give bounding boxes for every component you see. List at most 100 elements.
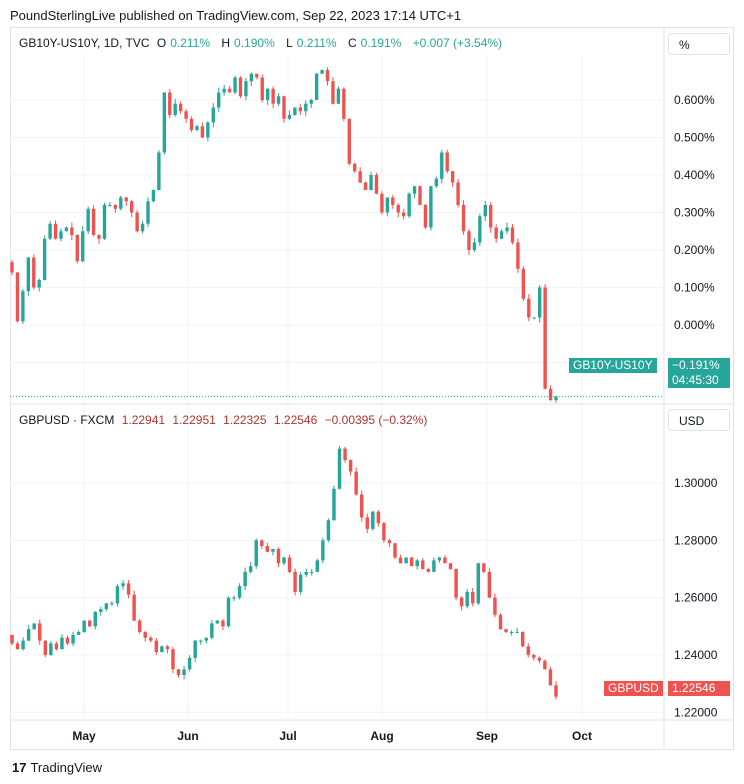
gbpusd-candle-body [404, 557, 408, 564]
spread-candle-body [178, 103, 183, 112]
top-symbol-tag: GB10Y-US10Y [569, 358, 657, 373]
tradingview-footer: 17 TradingView [12, 760, 102, 775]
gbpusd-candle-body [165, 646, 170, 650]
spread-candle-body [543, 287, 547, 389]
gbpusd-candle-body [359, 494, 364, 518]
gbpusd-candle-body [332, 488, 336, 521]
spread-candle-body [287, 115, 292, 119]
spread-candle-body [396, 205, 400, 213]
gbpusd-candle-body [371, 511, 375, 529]
spread-candle-body [456, 182, 460, 205]
close-value: 0.191% [360, 36, 402, 50]
spread-candle-body [478, 216, 482, 243]
x-tick-label: Oct [572, 729, 592, 743]
top-legend-change: +0.007 (+3.54%) [412, 36, 503, 50]
gbpusd-candle-body [498, 614, 503, 630]
gbpusd-candle-body [415, 560, 419, 567]
bottom-legend-high: 1.22951 [172, 413, 216, 427]
spread-candle-body [129, 201, 134, 213]
gbpusd-candle-body [465, 591, 469, 607]
low-label: L [286, 36, 293, 50]
percent-scale-button[interactable]: % [668, 33, 730, 55]
spread-candle-body [59, 231, 63, 239]
spread-candle-body [195, 126, 199, 130]
spread-candle-body [314, 73, 319, 100]
gbpusd-candle-body [304, 571, 308, 575]
top-legend-close: C 0.191% [348, 36, 405, 50]
spread-candle-body [81, 231, 85, 262]
gbpusd-candle-body [226, 597, 231, 627]
gbpusd-candle-body [43, 640, 48, 655]
spread-candle-body [91, 208, 96, 235]
gbpusd-candle-body [176, 669, 181, 676]
spread-candle-body [184, 111, 188, 119]
spread-candle-body [135, 212, 139, 232]
gbpusd-candle-body [487, 571, 492, 598]
top-countdown-tag: 04:45:30 [668, 373, 730, 388]
spread-y-tick-label: 0.000% [674, 318, 715, 332]
gbpusd-candle-body [526, 646, 530, 655]
top-legend-low: L 0.211% [286, 36, 341, 50]
gbpusd-candle-body [387, 540, 392, 544]
gbpusd-candle-body [504, 629, 508, 633]
gbpusd-candle-body [265, 546, 270, 552]
gbpusd-candle-body [49, 643, 53, 655]
spread-candle-body [445, 152, 449, 172]
spread-candle-body [102, 205, 107, 239]
gbpusd-candle-body [154, 640, 159, 653]
spread-candle-body [151, 190, 156, 202]
spread-candle-body [336, 88, 341, 104]
spread-candle-body [97, 235, 101, 239]
spread-candle-body [255, 73, 259, 78]
gbpusd-candle-body [426, 568, 431, 572]
gbpusd-candle-body [193, 640, 197, 658]
gbpusd-candle-body [293, 571, 297, 592]
bottom-legend-low: 1.22325 [223, 413, 267, 427]
gbpusd-candle-body [126, 583, 131, 595]
gbpusd-candle-body [93, 611, 97, 627]
x-tick-label: Jul [279, 729, 296, 743]
gbpusd-candle-body [548, 669, 553, 686]
gbpusd-candle-body [10, 634, 14, 644]
gbpusd-candle-body [321, 540, 325, 561]
gbpusd-candle-body [532, 654, 536, 658]
spread-candle-body [189, 118, 194, 130]
gbpusd-candle-body [160, 646, 164, 653]
spread-candle-body [48, 223, 52, 239]
gbpusd-candle-body [354, 471, 358, 495]
gbpusd-candle-body [509, 632, 514, 634]
gbpusd-candle-body [326, 520, 331, 541]
bottom-legend-symbol: GBPUSD · FXCM [19, 413, 115, 427]
spread-candle-body [391, 197, 395, 205]
spread-candle-body [227, 88, 232, 93]
bottom-legend: GBPUSD · FXCM 1.22941 1.22951 1.22325 1.… [19, 413, 431, 427]
spread-candle-body [157, 152, 161, 190]
spread-candle-body [331, 81, 335, 104]
spread-candle-body [108, 205, 112, 206]
spread-candle-body [53, 223, 58, 239]
gbpusd-candle-body [54, 643, 59, 650]
spread-candle-body [489, 205, 493, 228]
spread-candle-body [37, 280, 41, 288]
spread-candle-body [521, 268, 526, 299]
spread-candle-body [461, 205, 466, 232]
gbpusd-y-tick-label: 1.22000 [674, 705, 718, 719]
gbpusd-candle-body [204, 637, 209, 641]
spread-candle-body [554, 396, 558, 400]
spread-candle-body [401, 212, 406, 217]
gbpusd-candle-body [276, 548, 281, 564]
gbpusd-candle-body [310, 571, 314, 573]
spread-candle-body [510, 227, 515, 243]
gbpusd-candle-body [282, 557, 286, 564]
spread-y-tick-label: 0.200% [674, 243, 715, 257]
currency-scale-button[interactable]: USD [668, 409, 730, 431]
high-label: H [221, 36, 231, 50]
spread-candle-body [21, 291, 25, 322]
gbpusd-candle-body [149, 637, 153, 641]
spread-candle-body [233, 77, 237, 93]
x-tick-label: Sep [476, 729, 498, 743]
publisher-header: PoundSterlingLive published on TradingVi… [10, 8, 462, 23]
gbpusd-candle-body [315, 560, 320, 572]
spread-candle-body [353, 163, 357, 172]
